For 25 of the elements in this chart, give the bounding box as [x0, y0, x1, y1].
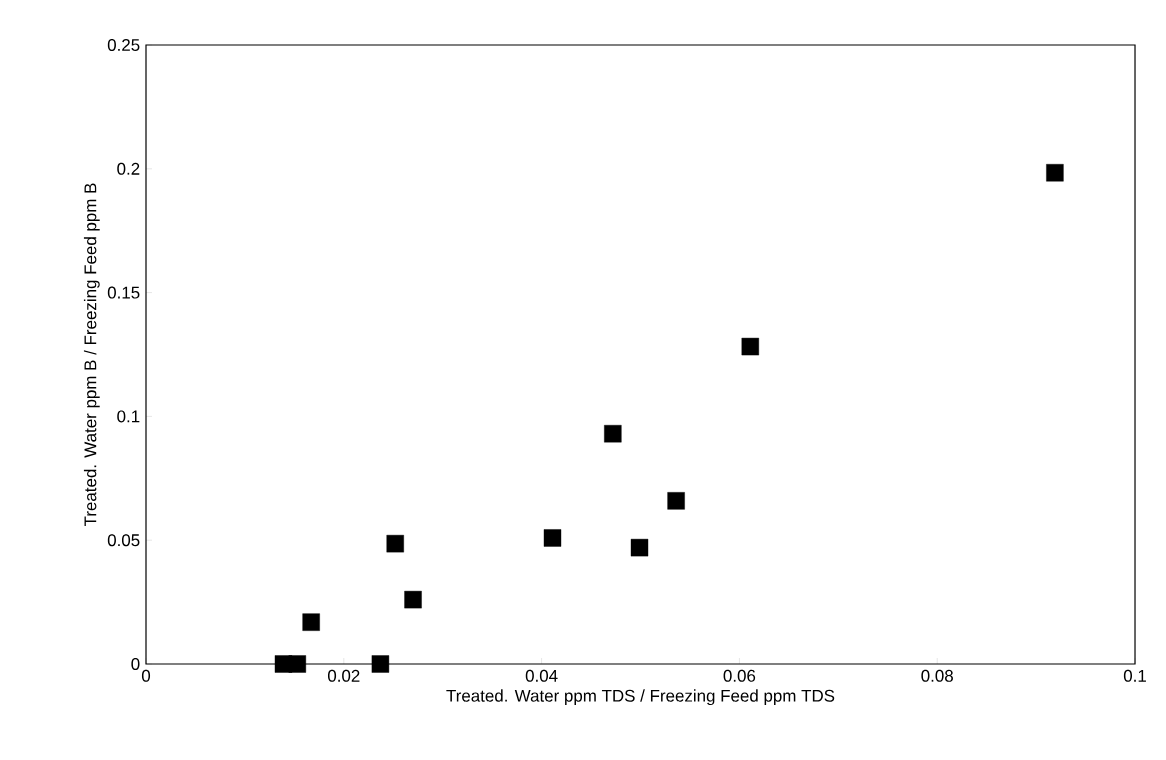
x-tick-label: 0.06	[723, 669, 756, 682]
point	[741, 337, 759, 356]
point	[604, 425, 622, 443]
x-tick-label: 0.1	[1123, 669, 1146, 682]
y-tick-label: 0.2	[117, 162, 140, 175]
x-tick-label: 0	[141, 669, 151, 682]
point	[386, 534, 404, 553]
x-tick-label: 0.04	[525, 669, 558, 682]
y-tick-label: 0.15	[107, 286, 140, 299]
y-tick-label: 0	[131, 658, 140, 670]
point	[543, 529, 562, 547]
point	[404, 590, 422, 609]
y-tick-label: 0.1	[117, 410, 140, 423]
y-tick-label: 0.25	[107, 39, 140, 51]
point	[302, 613, 320, 631]
x-axis-title: Treated. Water ppm TDS / Freezing Feed ppm TDS	[446, 689, 835, 706]
point	[667, 492, 685, 510]
x-tick-label: 0.08	[921, 669, 953, 682]
point	[1046, 164, 1064, 182]
y-axis-title: Treated. Water ppm B / Freezing Feed ppm B	[83, 183, 100, 527]
point	[630, 538, 649, 557]
point	[371, 655, 390, 673]
x-tick-label: 0.02	[327, 669, 360, 682]
point	[288, 655, 307, 673]
y-tick-label: 0.05	[107, 534, 140, 547]
